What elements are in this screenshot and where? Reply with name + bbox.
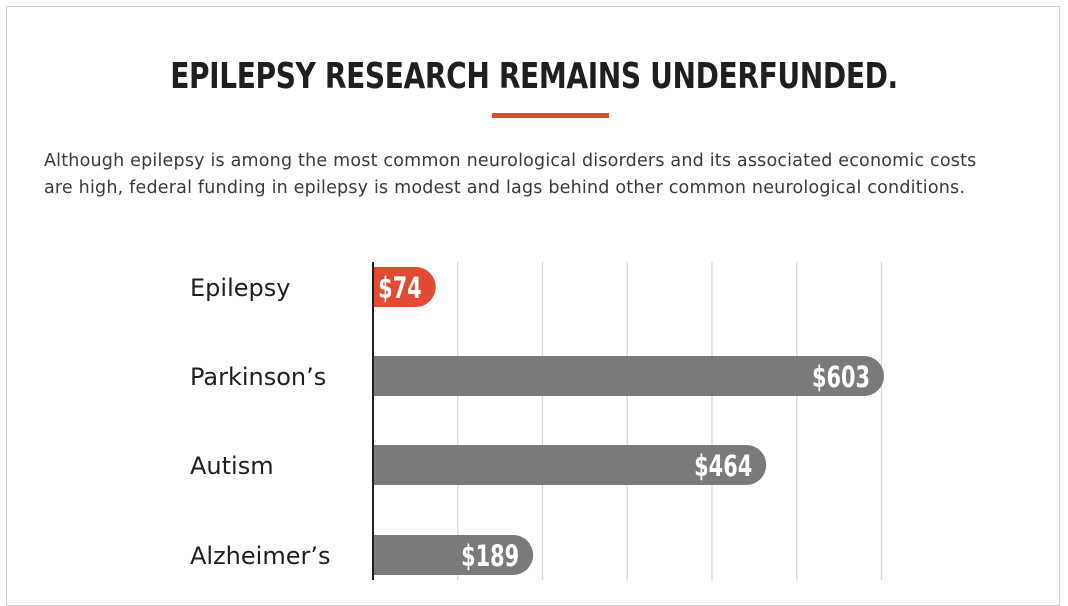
category-label-1: Parkinson’s [190,363,326,391]
category-label-2: Autism [190,452,274,480]
bar-chart: $74 Epilepsy $603 Parkinson’s $464 Autism $189… [190,262,885,580]
subtitle-line-2: are high, federal funding in epilepsy is… [44,178,966,198]
value-label-2: $464 [694,450,752,483]
bar-1 [373,356,885,397]
value-label-3: $189 [461,540,519,573]
value-label-0: $74 [378,272,422,305]
bar-0 [373,267,436,307]
title-underline [492,113,609,118]
bar-3 [373,535,534,575]
subtitle-line-1: Although epilepsy is among the most comm… [44,151,977,171]
page-title: EPILEPSY RESEARCH REMAINS UNDERFUNDED. [170,56,898,97]
bar-2 [373,445,767,485]
subtitle: Although epilepsy is among the most comm… [44,148,1044,202]
category-label-0: Epilepsy [190,274,290,302]
category-label-3: Alzheimer’s [190,542,330,570]
value-label-1: $603 [812,361,870,394]
